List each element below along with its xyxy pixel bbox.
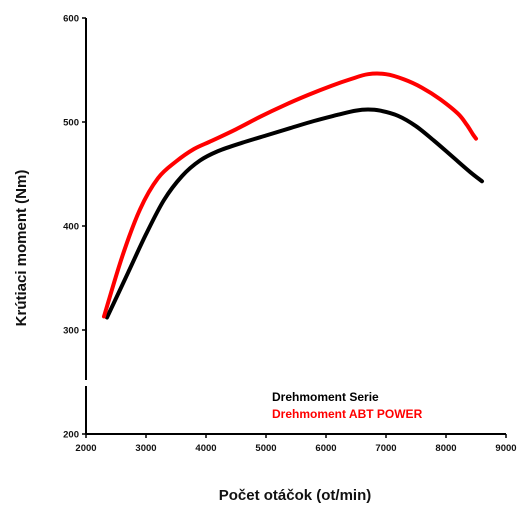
series-line-serie — [105, 107, 484, 320]
x-tick-label: 2000 — [75, 443, 96, 454]
axes — [85, 18, 506, 435]
series-layer — [102, 71, 484, 320]
x-tick-label: 8000 — [435, 443, 456, 454]
y-tick-label: 500 — [63, 118, 79, 129]
x-axis-title: Počet otáčok (ot/min) — [219, 487, 372, 504]
series-line-abt-power — [102, 71, 478, 319]
x-tick-label: 6000 — [315, 443, 336, 454]
x-tick-label: 5000 — [255, 443, 276, 454]
x-tick-label: 7000 — [375, 443, 396, 454]
y-tick-label: 200 — [63, 430, 79, 441]
y-tick-label: 300 — [63, 326, 79, 337]
y-tick-label: 600 — [63, 14, 79, 25]
x-tick-label: 4000 — [195, 443, 216, 454]
tick-marks: 200 300 400 500 600 2000 3000 4000 5000 6000 7000 8… — [63, 14, 516, 455]
legend-entry-serie: Drehmoment Serie — [272, 390, 379, 404]
legend-entry-abt-power: Drehmoment ABT POWER — [272, 407, 423, 421]
y-axis-title: Krútiaci moment (Nm) — [13, 170, 30, 327]
legend: Drehmoment Serie Drehmoment ABT POWER — [272, 390, 423, 421]
y-tick-label: 400 — [63, 222, 79, 233]
x-tick-label: 9000 — [495, 443, 516, 454]
x-tick-label: 3000 — [135, 443, 156, 454]
